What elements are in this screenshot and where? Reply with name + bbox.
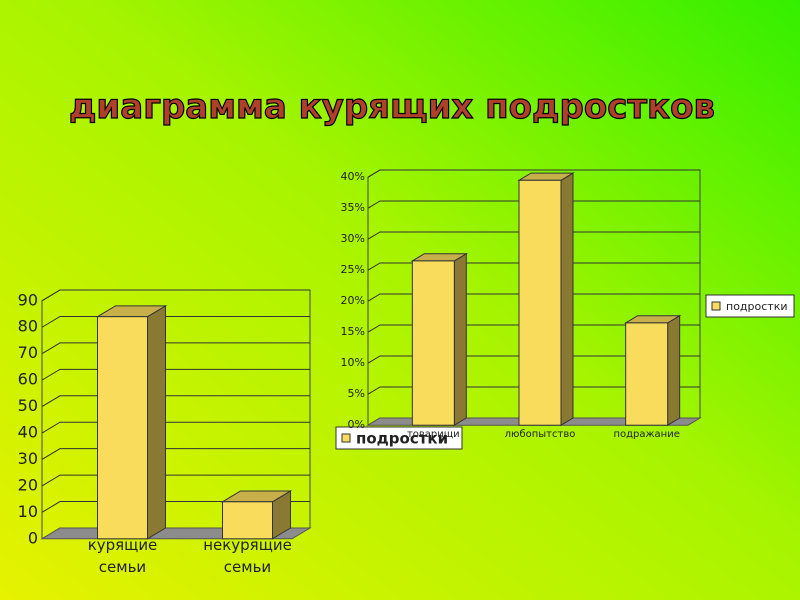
y-tick-label: 15% (341, 325, 365, 338)
chart: 0% 5% 10% 15% 20% 25% 30% 35% 40% товарищи любопыт… (341, 169, 795, 440)
grid-line (41, 368, 310, 381)
grid-line (367, 231, 700, 240)
y-tick-label: 20 (18, 475, 38, 494)
y-tick-label: 80 (18, 317, 38, 336)
y-tick-label: 30 (18, 449, 38, 468)
grid-line (41, 421, 310, 434)
grid-line (367, 386, 700, 395)
bar (518, 179, 562, 426)
grid-line (367, 200, 700, 209)
x-tick-label: товарищи (407, 429, 460, 440)
x-tick-label: любопытство (505, 429, 576, 440)
y-tick-label: 20% (341, 294, 365, 307)
grid-line (367, 169, 700, 178)
legend-box (335, 426, 463, 450)
legend-label: подростки (726, 300, 788, 313)
bar (97, 316, 148, 540)
y-tick-label: 50 (18, 396, 38, 415)
bar-side (560, 172, 574, 427)
grid-line (41, 448, 310, 460)
x-tick-label: некурящие семьи (203, 536, 292, 576)
y-tick-label: 30% (341, 232, 365, 245)
y-tick-label: 0% (348, 418, 365, 431)
y-tick-label: 10% (341, 356, 365, 369)
legend-box (705, 294, 795, 318)
bar (222, 501, 273, 540)
chart: 0 10 20 30 40 50 60 70 80 90 курящие семьи некурящие… (18, 289, 463, 576)
y-tick-label: 5% (348, 387, 365, 400)
grid-line (41, 474, 310, 487)
grid-line (367, 355, 700, 364)
legend-label: подростки (356, 430, 448, 448)
y-tick-label: 25% (341, 263, 365, 276)
grid-line (41, 315, 310, 328)
y-tick-label: 90 (18, 290, 38, 309)
bar (625, 322, 669, 426)
y-tick-label: 70 (18, 343, 38, 362)
bar-side (667, 314, 681, 427)
bar (411, 260, 455, 426)
y-tick-label: 10 (18, 502, 38, 521)
y-tick-label: 60 (18, 370, 38, 389)
bar-side (147, 304, 166, 540)
x-tick-label: подражание (613, 429, 679, 440)
bar-side (453, 252, 467, 427)
grid-line (367, 262, 700, 271)
grid-line (41, 342, 310, 355)
x-tick-label: курящие семьи (88, 536, 158, 576)
legend-swatch (711, 301, 721, 311)
y-tick-label: 40% (341, 170, 365, 183)
slide-title: диаграмма курящих подростков (69, 87, 715, 127)
grid-line (367, 293, 700, 302)
y-tick-label: 35% (341, 201, 365, 214)
grid-line (41, 289, 310, 302)
y-tick-label: 40 (18, 423, 38, 442)
grid-line (41, 395, 310, 408)
legend-swatch (341, 433, 351, 443)
y-tick-label: 0 (28, 528, 38, 547)
grid-line (367, 324, 700, 333)
